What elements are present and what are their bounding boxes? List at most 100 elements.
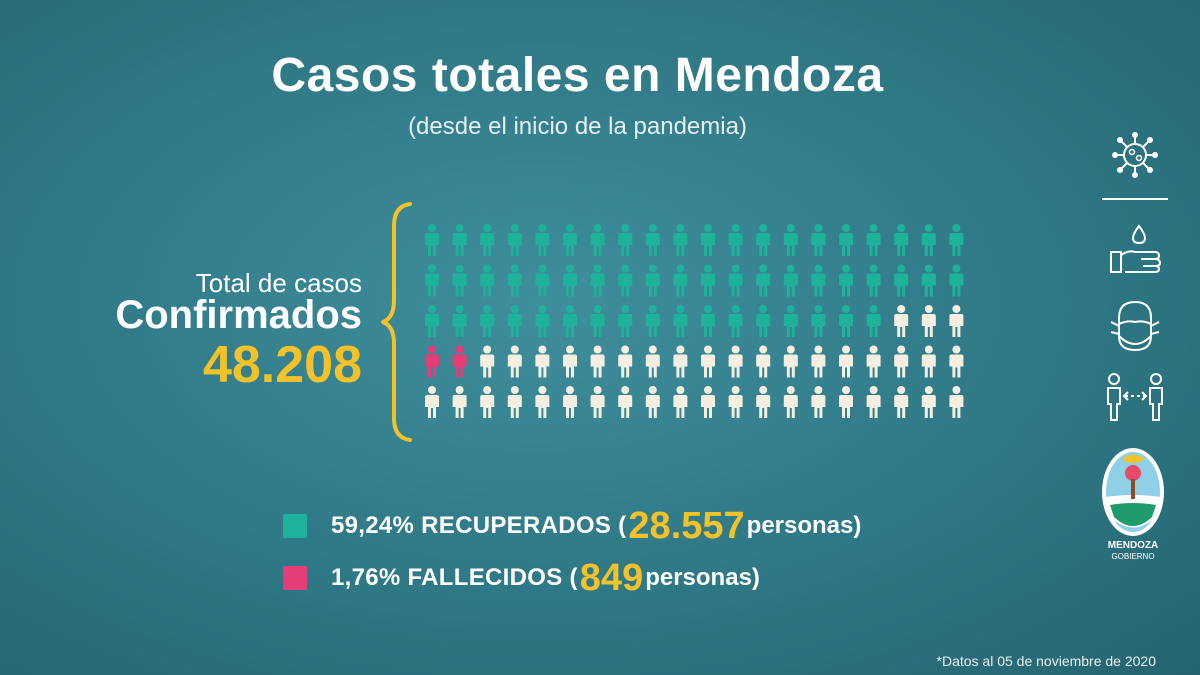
legend-value-deceased: 849	[579, 556, 644, 599]
person-icon-recovered	[894, 264, 909, 297]
person-icon-recovered	[507, 305, 522, 337]
person-icon-recovered	[673, 305, 688, 337]
person-icon-recovered	[563, 224, 577, 256]
people-grid	[425, 224, 964, 418]
person-icon-recovered	[673, 264, 688, 297]
person-icon-other	[921, 345, 936, 378]
person-icon-other	[866, 386, 881, 418]
person-icon-other	[701, 345, 715, 378]
person-icon-recovered	[535, 305, 550, 337]
total-label-strong: Confirmados	[115, 293, 362, 337]
person-icon-other	[894, 345, 909, 378]
person-icon-other	[894, 305, 909, 337]
person-icon-recovered	[563, 305, 577, 337]
person-icon-other	[645, 386, 660, 418]
person-icon-deceased	[425, 345, 439, 378]
logo-line-1: MENDOZA	[1107, 540, 1159, 551]
person-icon-recovered	[590, 264, 605, 297]
logo-line-2: GOBIERNO	[1111, 552, 1155, 561]
total-value: 48.208	[202, 336, 362, 394]
person-icon-other	[811, 345, 826, 378]
person-icon-recovered	[756, 305, 771, 337]
legend-suffix-deceased: personas)	[645, 564, 760, 591]
person-icon-other	[590, 386, 605, 418]
person-icon-recovered	[949, 224, 964, 256]
person-icon-recovered	[425, 224, 439, 256]
person-icon-recovered	[756, 224, 771, 256]
person-icon-recovered	[480, 305, 495, 337]
person-icon-recovered	[756, 264, 771, 297]
person-icon-recovered	[728, 305, 743, 337]
person-icon-recovered	[645, 305, 660, 337]
person-icon-other	[480, 345, 495, 378]
person-icon-other	[949, 305, 964, 337]
person-icon-other	[618, 386, 633, 418]
person-icon-recovered	[618, 264, 633, 297]
person-icon-other	[949, 386, 964, 418]
person-icon-recovered	[866, 305, 881, 337]
person-icon-recovered	[921, 224, 936, 256]
person-icon-recovered	[701, 305, 715, 337]
legend-item-deceased: 1,76% FALLECIDOS ( 849 personas)	[283, 552, 861, 604]
person-icon-other	[618, 345, 633, 378]
person-icon-recovered	[811, 305, 826, 337]
person-icon-recovered	[921, 264, 936, 297]
sidebar-divider	[1102, 198, 1168, 200]
person-icon-recovered	[728, 224, 743, 256]
person-icon-other	[535, 386, 550, 418]
person-icon-recovered	[701, 224, 715, 256]
person-icon-other	[425, 386, 439, 418]
person-icon-other	[563, 345, 577, 378]
person-icon-recovered	[839, 264, 853, 297]
person-icon-recovered	[480, 224, 495, 256]
person-icon-recovered	[618, 305, 633, 337]
person-icon-other	[756, 386, 771, 418]
person-icon-recovered	[811, 224, 826, 256]
person-icon-recovered	[480, 264, 495, 297]
legend-percent-recovered: 59,24% RECUPERADOS (	[331, 512, 627, 539]
footnote: *Datos al 05 de noviembre de 2020	[936, 653, 1156, 669]
person-icon-recovered	[894, 224, 909, 256]
mendoza-logo-text: MENDOZA GOBIERNO	[1095, 540, 1171, 562]
person-icon-recovered	[452, 305, 467, 337]
person-icon-recovered	[535, 264, 550, 297]
person-icon-other	[839, 386, 853, 418]
person-icon-other	[783, 386, 798, 418]
person-icon-other	[894, 386, 909, 418]
person-icon-other	[921, 386, 936, 418]
legend-percent-deceased: 1,76% FALLECIDOS (	[331, 564, 578, 591]
person-icon-other	[645, 345, 660, 378]
person-icon-recovered	[590, 305, 605, 337]
person-icon-recovered	[425, 305, 439, 337]
mendoza-logo-icon	[1102, 448, 1164, 536]
person-icon-other	[673, 345, 688, 378]
legend-swatch-deceased	[283, 566, 307, 590]
person-icon-other	[949, 345, 964, 378]
person-icon-recovered	[701, 264, 715, 297]
person-icon-other	[701, 386, 715, 418]
person-icon-recovered	[425, 264, 439, 297]
person-icon-recovered	[811, 264, 826, 297]
person-icon-other	[507, 386, 522, 418]
person-icon-recovered	[590, 224, 605, 256]
legend: 59,24% RECUPERADOS ( 28.557 personas) 1,…	[283, 500, 861, 604]
person-icon-other	[866, 345, 881, 378]
person-icon-other	[480, 386, 495, 418]
person-icon-recovered	[535, 224, 550, 256]
person-icon-recovered	[728, 264, 743, 297]
social-distance-icon	[1107, 373, 1163, 421]
hand-wash-icon	[1110, 224, 1162, 273]
person-icon-recovered	[673, 224, 688, 256]
person-icon-other	[811, 386, 826, 418]
person-icon-other	[507, 345, 522, 378]
total-label: Total de casos	[195, 268, 362, 298]
person-icon-other	[728, 386, 743, 418]
person-icon-other	[921, 305, 936, 337]
legend-suffix-recovered: personas)	[746, 512, 862, 539]
person-icon-recovered	[507, 264, 522, 297]
person-icon-other	[563, 386, 577, 418]
person-icon-recovered	[452, 224, 467, 256]
page-title: Casos totales en Mendoza	[271, 49, 884, 102]
person-icon-other	[673, 386, 688, 418]
page-subtitle: (desde el inicio de la pandemia)	[408, 113, 747, 140]
